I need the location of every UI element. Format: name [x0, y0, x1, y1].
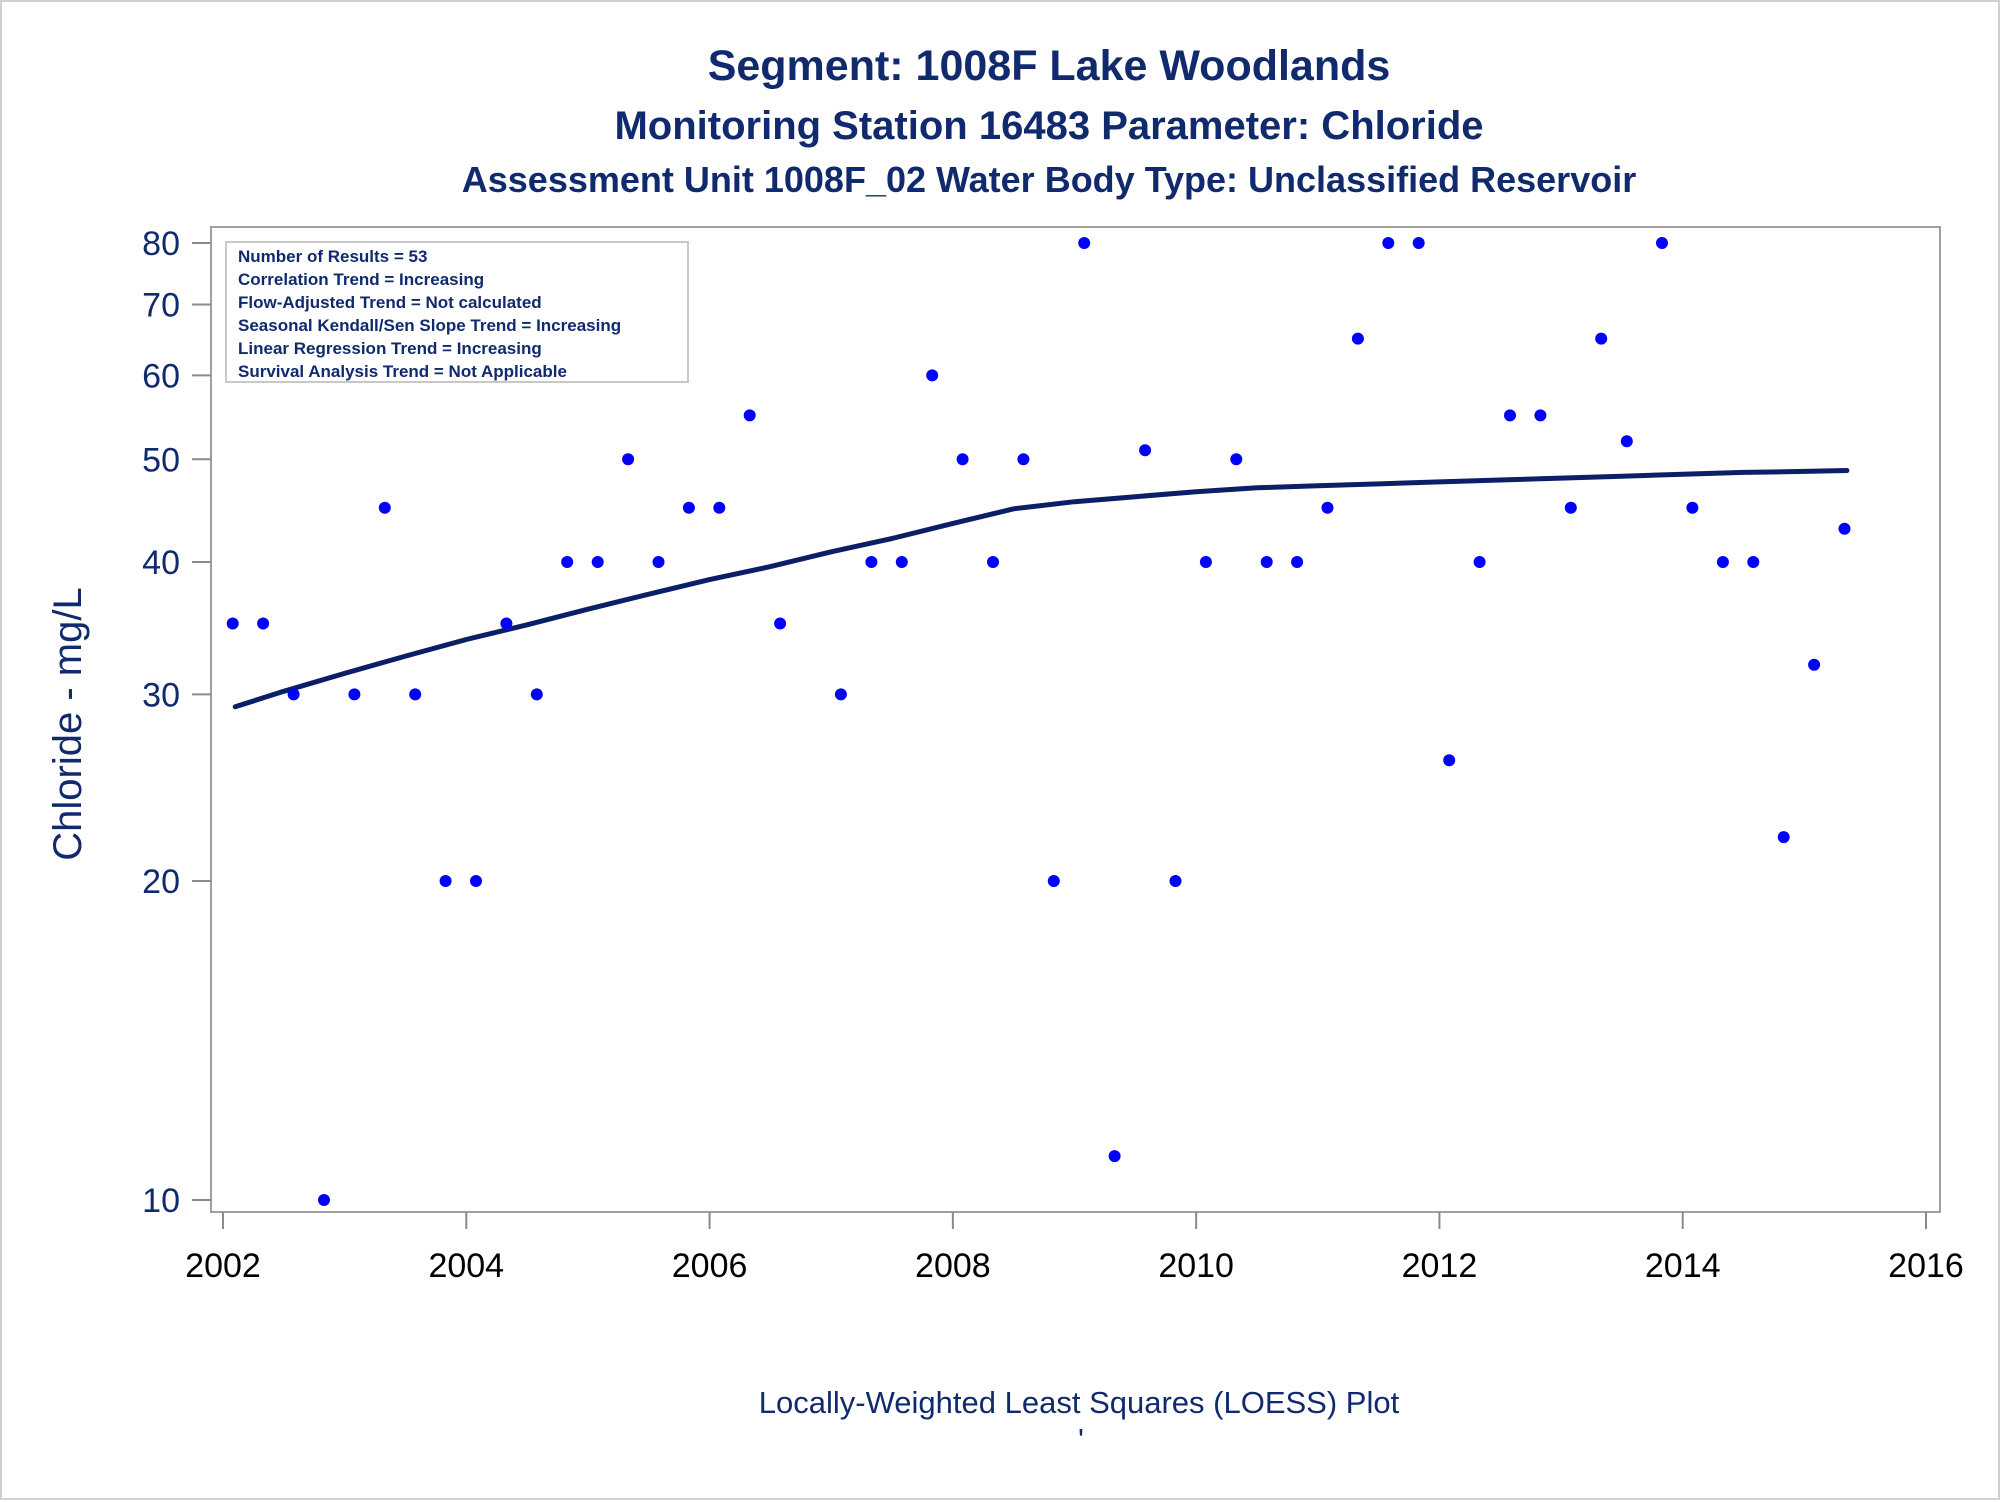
data-point — [1260, 556, 1273, 568]
y-tick-label: 80 — [142, 225, 180, 263]
stats-legend-border — [225, 241, 689, 383]
stats-line: Correlation Trend = Increasing — [238, 270, 484, 289]
plot-area — [210, 226, 1941, 1213]
data-point — [1777, 831, 1790, 844]
data-point — [1382, 237, 1395, 249]
data-point — [1808, 658, 1821, 671]
x-tick-label: 2008 — [915, 1247, 991, 1285]
x-tick-label: 2016 — [1888, 1247, 1964, 1285]
data-point — [470, 875, 482, 887]
data-point — [1351, 332, 1364, 345]
y-tick-label: 70 — [142, 286, 180, 324]
data-point — [682, 501, 695, 514]
x-tick-label: 2006 — [672, 1247, 748, 1285]
x-tick-label: 2002 — [185, 1247, 261, 1285]
data-point — [1838, 522, 1851, 535]
chart-subtitle-assessment: Assessment Unit 1008F_02 Water Body Type… — [462, 159, 1636, 200]
data-point — [257, 617, 270, 630]
data-point — [287, 688, 300, 701]
data-point — [895, 556, 908, 568]
x-tick-label: 2014 — [1645, 1247, 1721, 1285]
data-point — [1656, 237, 1668, 249]
stats-line: Number of Results = 53 — [238, 247, 427, 266]
data-point — [378, 501, 391, 514]
x-axis: 2002 2004 2006 2008 2010 2012 2014 2016 — [185, 1212, 1964, 1285]
data-point — [956, 453, 969, 466]
data-point — [652, 556, 665, 568]
loess-trend-group — [232, 468, 1850, 710]
data-point — [561, 556, 574, 568]
x-tick-label: 2004 — [428, 1247, 504, 1285]
data-point — [1017, 453, 1030, 466]
stats-line: Linear Regression Trend = Increasing — [238, 339, 542, 358]
data-point — [500, 617, 513, 630]
loess-trend-line — [232, 468, 1850, 710]
stats-legend-box: Number of Results = 53 Correlation Trend… — [225, 241, 689, 383]
data-point — [1291, 556, 1304, 568]
data-point — [622, 453, 635, 466]
data-point — [1595, 332, 1608, 345]
chart-footnote: Locally-Weighted Least Squares (LOESS) P… — [759, 1385, 1400, 1420]
data-point — [1473, 556, 1486, 568]
x-tick-label: 2012 — [1402, 1247, 1478, 1285]
data-point — [926, 369, 939, 382]
data-point — [226, 617, 239, 630]
data-point — [409, 688, 422, 701]
y-tick-label: 50 — [142, 441, 180, 479]
data-point — [1564, 501, 1577, 514]
data-point — [1747, 556, 1760, 568]
data-point — [743, 409, 756, 422]
data-point — [1078, 237, 1091, 249]
stats-line: Seasonal Kendall/Sen Slope Trend = Incre… — [238, 316, 621, 335]
y-tick-label: 40 — [142, 544, 180, 582]
data-point — [318, 1194, 330, 1206]
data-point — [1443, 754, 1456, 767]
data-point — [348, 688, 361, 701]
y-axis: 10 20 30 40 50 60 70 80 — [142, 225, 211, 1220]
data-point — [834, 688, 847, 701]
footnote-mark: ' — [1078, 1422, 1084, 1457]
data-point — [865, 556, 878, 568]
data-point — [1686, 501, 1699, 514]
data-point — [713, 501, 726, 514]
data-point — [530, 688, 543, 701]
y-tick-label: 10 — [142, 1182, 180, 1220]
data-point — [591, 556, 604, 568]
data-point — [1199, 556, 1212, 568]
data-point — [1139, 444, 1152, 457]
data-point — [987, 556, 999, 568]
chart-title: Segment: 1008F Lake Woodlands — [708, 42, 1391, 90]
y-tick-label: 20 — [142, 863, 180, 901]
data-point — [1620, 435, 1633, 448]
data-point — [1108, 1150, 1121, 1163]
data-point — [1534, 409, 1547, 422]
data-point — [1321, 501, 1334, 514]
data-points-group — [226, 237, 1851, 1206]
data-point — [1716, 556, 1729, 568]
y-axis-label: Chloride - mg/L — [46, 587, 90, 860]
y-tick-label: 30 — [142, 676, 180, 714]
data-point — [1504, 409, 1516, 422]
y-tick-label: 60 — [142, 357, 180, 395]
x-tick-label: 2010 — [1158, 1247, 1234, 1285]
data-point — [1169, 875, 1182, 887]
data-point — [1047, 875, 1060, 887]
data-point — [439, 875, 452, 887]
data-point — [1412, 237, 1425, 249]
stats-line: Survival Analysis Trend = Not Applicable — [238, 362, 567, 381]
data-point — [1230, 453, 1243, 466]
chart-subtitle-station: Monitoring Station 16483 Parameter: Chlo… — [614, 104, 1483, 148]
data-point — [774, 617, 787, 630]
stats-line: Flow-Adjusted Trend = Not calculated — [238, 293, 542, 312]
